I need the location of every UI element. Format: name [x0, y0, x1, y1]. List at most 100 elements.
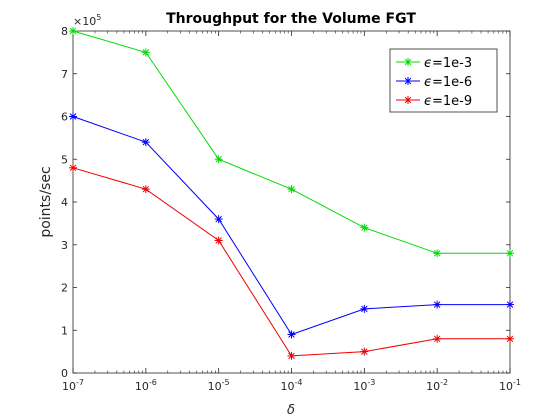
y-tick-label: 7	[61, 68, 68, 81]
x-tick-label: 10-7	[62, 378, 84, 393]
data-point	[433, 334, 442, 343]
data-point	[433, 249, 442, 258]
series-1	[69, 27, 514, 258]
x-tick-label: 10-3	[353, 378, 375, 393]
data-point	[214, 215, 223, 224]
data-point	[506, 334, 514, 343]
data-point	[141, 48, 150, 57]
marker-stroke	[69, 113, 77, 120]
x-ticks: 10-7 10-6 10-5 10-4 10-3 10-2 10-1	[62, 31, 521, 393]
data-point	[141, 185, 150, 194]
x-tick-base: 10	[353, 380, 367, 393]
y-multiplier-exp: 5	[96, 13, 101, 22]
x-axis-label: δ	[287, 403, 295, 418]
y-tick-label: 8	[61, 25, 68, 38]
x-tick-base: 10	[62, 380, 76, 393]
y-tick-label: 0	[61, 367, 68, 380]
legend-entry: ϵ=1e-6	[396, 75, 472, 90]
svg-text:×105: ×105	[73, 13, 101, 28]
data-point	[506, 249, 514, 258]
y-axis-multiplier: ×105	[73, 13, 101, 28]
legend-name: =1e-9	[432, 94, 472, 109]
data-point	[506, 300, 514, 309]
x-tick-exp: -5	[222, 378, 230, 387]
data-point	[360, 304, 369, 313]
legend: ϵ=1e-3ϵ=1e-6ϵ=1e-9	[389, 48, 498, 113]
series-group	[69, 27, 514, 360]
marker-stroke	[404, 58, 412, 66]
data-point	[433, 300, 442, 309]
marker-stroke	[433, 301, 441, 308]
marker-stroke	[361, 305, 368, 313]
marker-stroke	[215, 215, 222, 223]
legend-marker	[404, 77, 412, 85]
data-point	[287, 351, 296, 360]
x-tick-exp: -1	[513, 378, 521, 387]
legend-symbol: ϵ	[424, 56, 432, 71]
data-point	[360, 347, 369, 356]
marker-stroke	[215, 237, 222, 244]
marker-stroke	[433, 250, 441, 257]
legend-name: =1e-6	[432, 75, 472, 90]
marker-stroke	[506, 301, 514, 308]
y-tick-label: 2	[61, 282, 68, 295]
x-tick-label: 10-2	[426, 378, 448, 393]
marker-stroke	[433, 335, 441, 343]
marker-stroke	[215, 156, 222, 163]
legend-marker	[404, 58, 412, 66]
marker-stroke	[142, 49, 150, 56]
data-point	[360, 223, 369, 232]
legend-label: ϵ=1e-9	[424, 94, 472, 109]
marker-stroke	[142, 138, 150, 146]
series-2	[69, 112, 514, 339]
data-point	[69, 163, 77, 172]
data-point	[141, 138, 150, 147]
marker-stroke	[288, 185, 295, 193]
x-tick-base: 10	[208, 380, 222, 393]
marker-stroke	[288, 331, 295, 338]
marker-stroke	[69, 164, 77, 172]
data-point	[69, 112, 77, 121]
marker-stroke	[361, 224, 368, 231]
legend-name: =1e-3	[432, 56, 472, 71]
marker-stroke	[404, 96, 412, 104]
marker-stroke	[404, 77, 412, 85]
legend-entry: ϵ=1e-3	[396, 56, 472, 71]
data-point	[287, 330, 296, 339]
y-multiplier-base: ×10	[73, 15, 96, 28]
y-axis-label: points/sec	[38, 166, 54, 237]
legend-label: ϵ=1e-3	[424, 56, 472, 71]
marker-stroke	[506, 250, 514, 257]
y-tick-label: 4	[61, 196, 68, 209]
legend-symbol: ϵ	[424, 94, 432, 109]
legend-entry: ϵ=1e-9	[396, 94, 472, 109]
x-tick-exp: -7	[76, 378, 84, 387]
marker-stroke	[69, 27, 77, 35]
x-tick-exp: -3	[367, 378, 375, 387]
x-tick-exp: -2	[440, 378, 448, 387]
legend-symbol: ϵ	[424, 75, 432, 90]
data-point	[69, 27, 77, 35]
data-point	[287, 185, 296, 194]
marker-stroke	[506, 335, 514, 343]
legend-marker	[404, 96, 412, 104]
data-point	[214, 155, 223, 164]
y-tick-label: 6	[61, 111, 68, 124]
x-tick-base: 10	[426, 380, 440, 393]
x-tick-label: 10-4	[281, 378, 303, 393]
marker-stroke	[288, 352, 295, 360]
data-point	[214, 236, 223, 245]
marker-stroke	[361, 348, 368, 355]
x-tick-exp: -6	[149, 378, 157, 387]
x-tick-base: 10	[281, 380, 295, 393]
x-tick-label: 10-1	[499, 378, 521, 393]
chart-title: Throughput for the Volume FGT	[166, 11, 416, 27]
x-tick-exp: -4	[295, 378, 303, 387]
marker-stroke	[142, 185, 150, 193]
y-tick-label: 5	[61, 153, 68, 166]
y-tick-label: 1	[61, 324, 68, 337]
x-tick-label: 10-6	[135, 378, 157, 393]
y-tick-label: 3	[61, 239, 68, 252]
x-tick-base: 10	[499, 380, 513, 393]
